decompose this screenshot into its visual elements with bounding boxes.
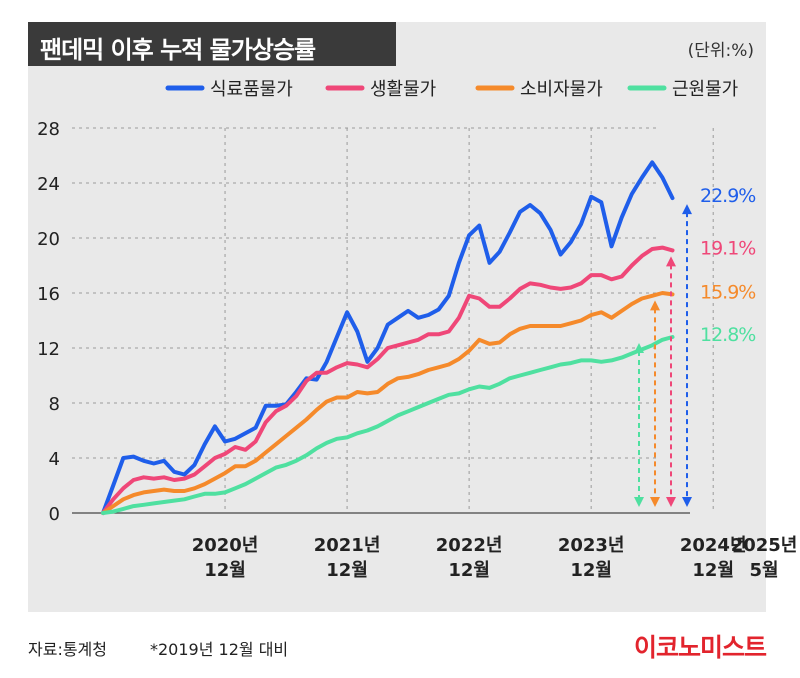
- y-tick-label: 4: [49, 449, 60, 470]
- y-tick-label: 12: [37, 339, 60, 360]
- y-tick-label: 24: [37, 174, 60, 195]
- series-line-4: [101, 335, 675, 515]
- range-arrow-head-up: [682, 204, 692, 215]
- series-line-1: [101, 160, 675, 515]
- end-value-label: 19.1%: [700, 237, 755, 259]
- range-arrow-head-down: [634, 497, 644, 507]
- legend-label: 소비자물가: [520, 79, 603, 100]
- x-tick-month: 12월: [326, 560, 368, 581]
- brand-logo: 이코노미스트: [633, 633, 767, 662]
- x-tick-month: 12월: [692, 560, 734, 581]
- range-arrow-head-up: [634, 343, 644, 353]
- source-label: 자료:통계청: [28, 640, 107, 659]
- legend-label: 식료품물가: [210, 79, 293, 100]
- y-tick-label: 20: [37, 229, 60, 250]
- series-line-2: [101, 245, 675, 515]
- series-line-3: [101, 291, 675, 515]
- range-arrow-head-down: [650, 497, 660, 507]
- range-arrow-head-up: [666, 256, 676, 267]
- x-tick-year: 2020년: [192, 535, 259, 556]
- x-tick-year: 2024년: [680, 535, 747, 556]
- title-bar: [28, 22, 396, 66]
- range-arrow-head-down: [682, 497, 692, 507]
- x-tick-month: 12월: [448, 560, 490, 581]
- end-value-label: 12.8%: [700, 324, 755, 346]
- range-arrow-head-up: [650, 300, 660, 311]
- x-tick-year: 2025년: [731, 535, 798, 556]
- y-tick-label: 0: [49, 504, 60, 525]
- y-tick-label: 28: [37, 119, 60, 140]
- chart-title: 팬데믹 이후 누적 물가상승률: [40, 36, 316, 64]
- y-tick-label: 16: [37, 284, 60, 305]
- end-value-label: 22.9%: [700, 185, 755, 207]
- x-tick-month: 5월: [750, 560, 779, 581]
- range-arrow-head-down: [666, 497, 676, 507]
- x-tick-year: 2021년: [314, 535, 381, 556]
- x-tick-year: 2023년: [558, 535, 625, 556]
- legend-label: 생활물가: [370, 79, 436, 100]
- x-tick-year: 2022년: [436, 535, 503, 556]
- end-value-label: 15.9%: [700, 281, 755, 303]
- legend-label: 근원물가: [672, 79, 738, 100]
- unit-label: (단위:%): [687, 41, 754, 61]
- baseline-note: *2019년 12월 대비: [150, 640, 289, 659]
- y-tick-label: 8: [49, 394, 60, 415]
- x-tick-month: 12월: [570, 560, 612, 581]
- x-tick-month: 12월: [204, 560, 246, 581]
